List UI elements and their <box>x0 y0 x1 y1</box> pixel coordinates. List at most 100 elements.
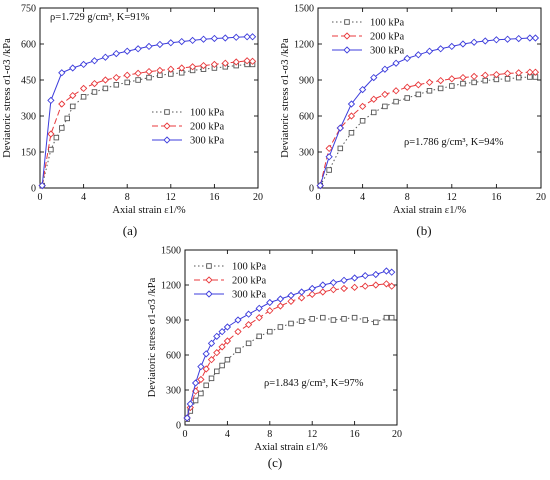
data-point <box>297 294 306 302</box>
data-point <box>203 382 209 389</box>
data-point <box>255 314 263 322</box>
data-point <box>79 84 88 93</box>
y-tick-label: 0 <box>176 421 181 432</box>
data-point <box>347 112 356 120</box>
x-tick-label: 0 <box>183 429 188 440</box>
legend-label: 200 kPa <box>232 276 266 287</box>
data-point <box>382 267 391 275</box>
data-point <box>404 95 410 101</box>
data-point <box>325 144 333 153</box>
x-tick-label: 20 <box>253 192 263 203</box>
data-point <box>91 89 98 95</box>
y-axis-label: Deviatoric stress σ1-σ3 /kPa <box>147 277 158 397</box>
data-point <box>192 397 199 404</box>
x-tick-label: 4 <box>225 429 230 440</box>
data-point <box>426 88 433 94</box>
legend-marker <box>344 19 350 25</box>
data-point <box>197 363 205 371</box>
data-point <box>348 130 355 136</box>
data-point <box>350 274 359 282</box>
data-point <box>235 347 241 354</box>
legend-marker <box>205 290 213 298</box>
data-point <box>248 57 257 65</box>
series-line <box>41 60 253 186</box>
data-point <box>256 333 262 340</box>
data-point <box>183 414 191 422</box>
data-point <box>135 77 141 83</box>
data-point <box>255 304 263 312</box>
data-point <box>471 79 477 86</box>
data-point <box>437 45 445 53</box>
series-line <box>186 317 392 420</box>
series-line <box>319 37 536 186</box>
series-200-kpa <box>316 68 540 190</box>
data-point <box>470 72 478 81</box>
legend-marker <box>163 122 171 130</box>
data-point <box>297 288 306 296</box>
data-point <box>69 91 77 100</box>
data-point <box>112 73 120 82</box>
legend-marker <box>163 136 171 144</box>
data-point <box>481 71 489 79</box>
plot-frame <box>317 7 542 189</box>
data-point <box>382 103 388 110</box>
legend: 100 kPa 200 kPa 300 kPa <box>332 18 404 57</box>
data-point <box>134 45 142 53</box>
legend: 100 kPa 200 kPa 300 kPa <box>152 108 224 147</box>
legend-label: 300 kPa <box>190 136 224 147</box>
data-point <box>503 69 512 78</box>
data-point <box>403 83 411 91</box>
data-point <box>59 125 65 131</box>
data-point <box>449 83 455 89</box>
data-point <box>53 134 60 141</box>
data-point <box>156 40 164 49</box>
data-point <box>90 79 99 88</box>
data-point <box>199 35 208 43</box>
x-tick-label: 4 <box>360 192 365 203</box>
data-point <box>329 286 338 294</box>
data-point <box>156 66 164 75</box>
series-300-kpa <box>316 34 540 190</box>
legend-label: 100 kPa <box>232 262 266 273</box>
data-point <box>347 100 356 108</box>
data-point <box>146 74 152 81</box>
data-point <box>123 71 131 79</box>
data-point <box>340 284 348 293</box>
series-100-kpa <box>317 74 539 189</box>
data-point <box>330 317 337 323</box>
y-tick-label: 900 <box>166 316 181 327</box>
data-point <box>198 390 204 397</box>
data-point <box>526 34 534 42</box>
data-point <box>515 34 523 43</box>
data-point <box>221 34 229 42</box>
data-point <box>243 33 251 41</box>
plot-frame <box>39 7 259 189</box>
data-point <box>361 282 369 290</box>
data-point <box>370 95 378 103</box>
x-tick-label: 8 <box>125 192 130 203</box>
data-point <box>266 307 274 315</box>
data-point <box>277 324 284 330</box>
data-point <box>223 337 232 345</box>
data-point <box>337 145 344 152</box>
data-point <box>134 69 142 77</box>
data-point <box>350 283 359 291</box>
data-point <box>145 67 153 76</box>
y-tick-label: 0 <box>31 184 36 195</box>
x-tick-label: 12 <box>447 192 457 203</box>
data-point <box>326 167 332 173</box>
data-point <box>202 365 210 373</box>
data-point <box>531 34 540 42</box>
chart-panel-3: 0 4 8 12 16 20 0 300 600 900 1200 1500 Axial strain … <box>147 246 402 471</box>
data-point <box>482 77 489 84</box>
data-point <box>113 82 120 88</box>
data-point <box>191 379 200 387</box>
x-tick-label: 16 <box>209 192 219 203</box>
y-tick-label: 450 <box>21 76 36 87</box>
plot-frame <box>184 249 398 426</box>
data-point <box>459 40 467 48</box>
legend-marker <box>206 263 212 269</box>
x-tick-label: 8 <box>405 192 410 203</box>
y-tick-label: 1200 <box>294 40 314 51</box>
data-point <box>178 37 186 46</box>
